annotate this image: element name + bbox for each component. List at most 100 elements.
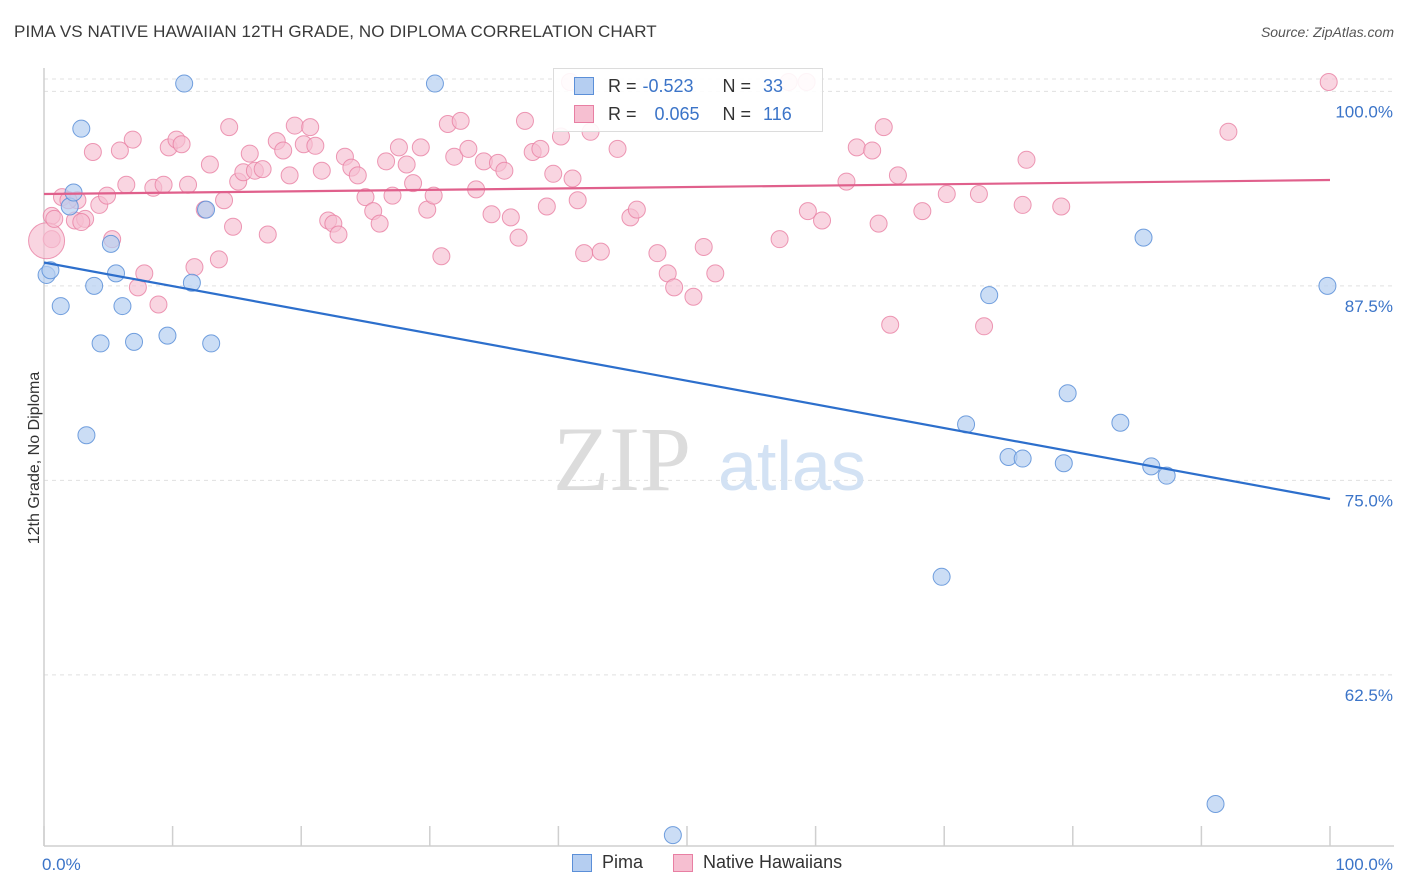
pima-point [197,200,216,219]
n-label: N = [722,103,752,124]
native-hawaiians-point [515,111,534,130]
native-hawaiians-point [72,213,91,232]
pima-point [1054,454,1073,473]
pima-point [932,567,951,586]
pima-point [182,273,201,292]
native-hawaiians-point [240,144,259,163]
trend-lines [43,178,1331,501]
hawaii-r-value: 0.065 [654,103,700,124]
x-tick-label: 100.0% [1335,855,1393,874]
x-tick-label: 0.0% [42,855,81,874]
native-hawaiians-point [665,278,684,297]
pima-point [85,276,104,295]
hawaii-n-value: 116 [763,103,792,124]
native-hawaiians-point [411,138,430,157]
native-hawaiians-point [200,155,219,174]
r-label: R = [608,75,637,96]
native-hawaiians-point [1013,195,1032,214]
native-hawaiians-point [149,295,168,314]
native-hawaiians-point [770,230,789,249]
native-hawaiians-point [209,250,228,269]
pima-point [41,261,60,280]
native-hawaiians-point [154,175,173,194]
pima-point [1058,384,1077,403]
pima-point [158,326,177,345]
pima-point [1111,413,1130,432]
native-hawaiians-point [482,205,501,224]
native-hawaiians-point [123,130,142,149]
native-hawaiians-point [117,175,136,194]
native-hawaiians-point [648,244,667,263]
native-hawaiians-point [975,317,994,336]
native-hawaiians-point [306,136,325,155]
native-hawaiians-trend-line [43,178,1331,196]
pima-point [125,332,144,351]
native-hawaiians-point [280,166,299,185]
native-hawaiians-point [874,118,893,137]
axes [43,68,1394,847]
native-hawaiians-point [445,147,464,166]
native-hawaiians-point [274,141,293,160]
pima-point [51,297,70,316]
native-hawaiians-point [501,208,520,227]
native-hawaiians-point [694,237,713,256]
native-hawaiians-point [45,209,64,228]
source-label: Source: ZipAtlas.com [1260,24,1394,40]
native-hawaiians-point [356,188,375,207]
native-hawaiians-point [377,152,396,171]
y-tick-labels: 100.0% 87.5% 75.0% 62.5% [1335,102,1393,705]
pima-point [77,426,96,445]
pima-point [663,826,682,845]
pima-point [425,74,444,93]
native-hawaiians-point [837,172,856,191]
native-hawaiians-point [863,141,882,160]
y-axis-title: 12th Grade, No Diploma [26,372,43,545]
native-hawaiians-point [179,175,198,194]
native-hawaiians-point [329,225,348,244]
native-hawaiians-point [397,155,416,174]
native-hawaiians-point [881,315,900,334]
hawaii-swatch [574,105,594,123]
y-tick-label: 62.5% [1345,686,1393,705]
native-hawaiians-point [312,161,331,180]
native-hawaiians-point [509,228,528,247]
native-hawaiians-point [575,244,594,263]
series-legend: Pima Native Hawaiians [572,852,872,873]
x-tick-labels: 0.0% 100.0% [42,855,1393,874]
legend-row-hawaii: R = 0.065 N = 116 [574,102,792,126]
native-hawaiians-point [937,185,956,204]
native-hawaiians-point [258,225,277,244]
native-hawaiians-point [531,139,550,158]
y-tick-label: 75.0% [1345,491,1393,510]
native-hawaiians-point [348,166,367,185]
y-tick-label: 100.0% [1335,102,1393,121]
pima-point [107,264,126,283]
legend-item-hawaii: Native Hawaiians [673,852,842,873]
native-hawaiians-point [627,200,646,219]
watermark: ZIP atlas [553,408,866,510]
native-hawaiians-point [591,242,610,261]
native-hawaiians-point [389,138,408,157]
pima-points [37,74,1337,845]
native-hawaiians-point [706,264,725,283]
native-hawaiians-points [28,73,1338,336]
native-hawaiians-point [813,211,832,230]
hawaii-legend-swatch [673,853,694,872]
pima-point [1206,794,1225,813]
native-hawaiians-point [869,214,888,233]
pima-trend-line [43,261,1331,501]
pima-point [1157,466,1176,485]
watermark-atlas: atlas [718,427,866,505]
pima-point [1318,276,1337,295]
native-hawaiians-point [285,116,304,135]
native-hawaiians-point [1052,197,1071,216]
watermark-zip: ZIP [553,408,691,510]
native-hawaiians-point [185,258,204,277]
native-hawaiians-point [888,166,907,185]
native-hawaiians-point [424,186,443,205]
pima-n-value: 33 [763,75,784,96]
native-hawaiians-point [215,191,234,210]
native-hawaiians-point [1219,122,1238,141]
native-hawaiians-point [847,138,866,157]
